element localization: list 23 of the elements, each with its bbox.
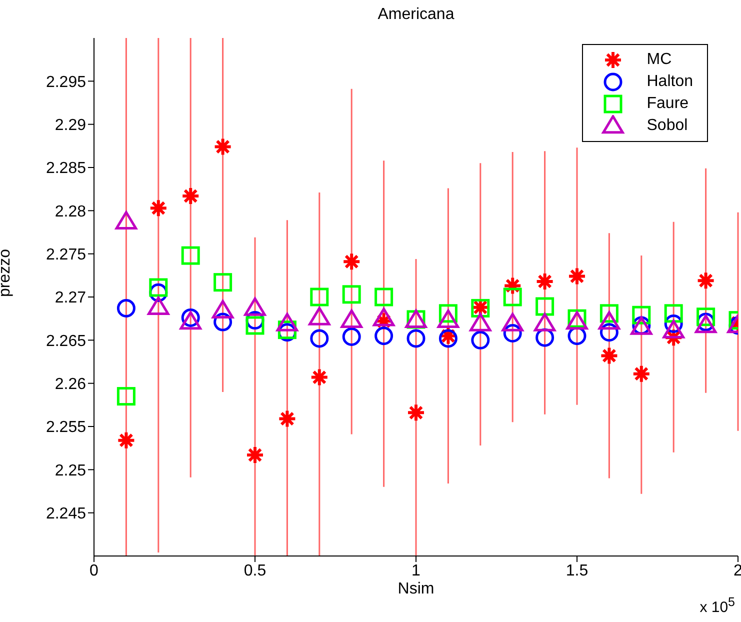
y-tick-label: 2.25	[54, 462, 86, 480]
y-tick-label: 2.29	[54, 117, 86, 134]
x-tick-label: 1	[412, 562, 421, 580]
legend-label: MC	[646, 51, 672, 69]
y-tick-label: 2.255	[46, 419, 86, 436]
legend-label: Sobol	[646, 117, 688, 135]
x-tick-label: 0	[90, 562, 99, 580]
y-tick-label: 2.275	[46, 246, 86, 264]
y-tick-label: 2.245	[46, 506, 86, 523]
y-axis-title: prezzo	[0, 248, 14, 297]
text: x 10$^{5}$	[700, 595, 735, 616]
legend-label: Faure	[646, 95, 689, 113]
y-tick-label: 2.28	[54, 203, 86, 220]
x-tick-label: 1.5	[566, 562, 588, 580]
legend-label: Halton	[646, 73, 693, 91]
y-tick-label: 2.27	[54, 290, 86, 307]
y-tick-label: 2.285	[46, 160, 86, 178]
y-tick-label: 2.265	[46, 332, 86, 350]
x-axis-title: Nsim	[398, 580, 434, 598]
x-tick-label: 0.5	[244, 562, 266, 580]
y-tick-label: 2.295	[46, 74, 86, 91]
y-tick-label: 2.26	[54, 376, 86, 394]
chart-title: Americana	[376, 6, 456, 24]
